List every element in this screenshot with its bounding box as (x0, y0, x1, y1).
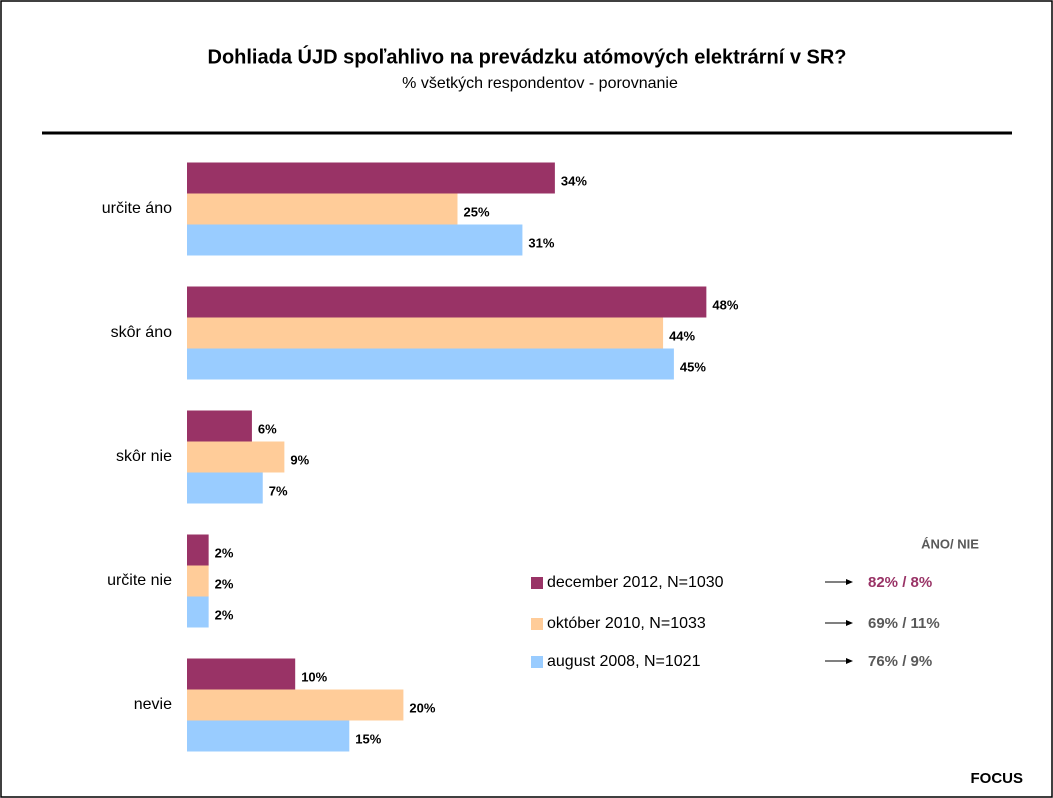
value-label: 45% (680, 359, 706, 374)
category-label: skôr nie (116, 448, 172, 465)
value-label: 25% (464, 204, 490, 219)
side-label: 82% / 8% (868, 574, 932, 591)
legend-swatch (531, 656, 543, 668)
bar (187, 472, 263, 504)
chart-subtitle: % všetkých respondentov - porovnanie (402, 75, 678, 92)
side-label: 69% / 11% (868, 615, 940, 632)
bar (187, 162, 555, 194)
side-label: 76% / 9% (868, 653, 932, 670)
value-label: 31% (528, 235, 554, 250)
bar (187, 348, 674, 380)
bar (187, 441, 285, 473)
value-label: 2% (215, 576, 234, 591)
value-label: 20% (409, 700, 435, 715)
value-label: 7% (269, 483, 288, 498)
bar (187, 534, 209, 566)
bar (187, 596, 209, 628)
category-label: určite nie (107, 572, 172, 589)
bar (187, 317, 664, 349)
value-label: 9% (290, 452, 309, 467)
category-label: určite áno (102, 200, 172, 217)
value-label: 10% (301, 669, 327, 684)
bar (187, 410, 252, 442)
value-label: 48% (712, 297, 738, 312)
category-label: nevie (134, 696, 172, 713)
value-label: 44% (669, 328, 695, 343)
legend-label: október 2010, N=1033 (547, 615, 706, 632)
side-header: ÁNO/ NIE (921, 536, 979, 551)
legend-label: august 2008, N=1021 (547, 653, 701, 670)
arrow-head (846, 579, 853, 585)
value-label: 15% (355, 731, 381, 746)
value-label: 2% (215, 607, 234, 622)
bar (187, 720, 350, 752)
arrow-head (846, 620, 853, 626)
bar (187, 689, 404, 721)
source: FOCUS (971, 770, 1024, 787)
bar (187, 193, 458, 225)
value-label: 6% (258, 421, 277, 436)
bar (187, 286, 707, 318)
bar (187, 565, 209, 597)
category-label: skôr áno (111, 324, 172, 341)
value-label: 2% (215, 545, 234, 560)
value-label: 34% (561, 173, 587, 188)
bar (187, 224, 523, 256)
arrow-head (846, 658, 853, 664)
chart-title: Dohliada ÚJD spoľahlivo na prevádzku ató… (208, 44, 847, 68)
legend-label: december 2012, N=1030 (547, 574, 724, 591)
legend-swatch (531, 577, 543, 589)
bar (187, 658, 296, 690)
legend-swatch (531, 618, 543, 630)
